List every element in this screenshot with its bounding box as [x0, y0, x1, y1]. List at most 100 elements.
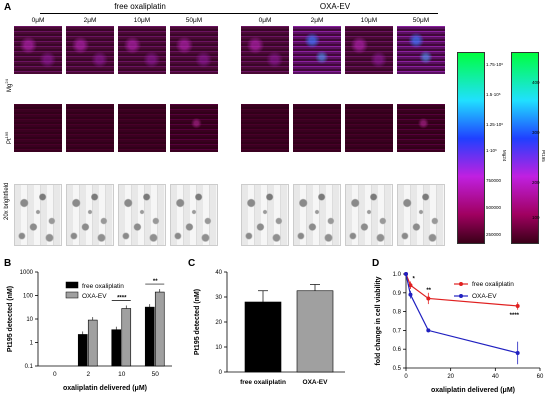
image-bf-free-10 [118, 184, 166, 246]
panel-a-letter: A [4, 2, 12, 13]
chart-b-legend-swatch [65, 291, 79, 299]
image-mg-ev-2 [293, 26, 341, 74]
chart-c: 0 10 20 30 40 free oxaliplatin OXA-EV Pt195 det… [194, 270, 345, 386]
chart-c-ytick-label: 10 [215, 345, 222, 351]
chart-b-sig-label: **** [117, 295, 127, 301]
chart-b-xtick-label: 2 [86, 371, 90, 378]
image-mg-ev-0 [241, 26, 289, 74]
image-pt-ev-2 [293, 104, 341, 152]
conc-label: 10μM [360, 17, 378, 24]
chart-d-ytick-label: 0.7 [393, 328, 402, 334]
chart-c-xtick-label: OXA-EV [303, 379, 329, 386]
chart-c-ytick-label: 0 [219, 370, 223, 376]
panel-c-letter: C [188, 258, 196, 269]
chart-d-point [426, 296, 431, 301]
chart-d-ytick-label: 0.5 [393, 366, 402, 372]
group-right-title: OXA-EV [319, 2, 351, 11]
group-left-title: free oxaliplatin [114, 2, 166, 11]
chart-d-point [408, 283, 413, 288]
image-pt-ev-10 [345, 104, 393, 152]
chart-b-bar [87, 319, 98, 367]
chart-b-sig-label: ** [153, 279, 158, 285]
colorbar-mg-tick: 250000 [486, 232, 502, 237]
chart-c-ytick-label: 20 [215, 320, 222, 326]
image-bf-ev-50 [397, 184, 445, 246]
image-mg-ev-50 [397, 26, 445, 74]
image-mg-free-10 [118, 26, 166, 74]
image-pt-ev-50 [397, 104, 445, 152]
chart-c-ylabel: Pt195 detected (nM) [194, 289, 201, 355]
chart-b-xlabel: oxaliplatin delivered (μM) [63, 385, 147, 392]
chart-c-xtick-label: free oxaliplatin [240, 379, 286, 386]
image-bf-free-2 [66, 184, 114, 246]
chart-d-point [426, 328, 431, 333]
chart-d-sig-label: ** [426, 288, 431, 294]
image-bf-free-50 [170, 184, 218, 246]
conc-label: 2μM [310, 17, 324, 24]
panel-d-letter: D [372, 258, 380, 269]
chart-d-xtick-label: 60 [537, 374, 544, 380]
image-pt-free-50 [170, 104, 218, 152]
chart-b-bar [111, 329, 122, 367]
group-left-rule [40, 13, 240, 14]
chart-d-point [408, 292, 413, 297]
colorbar-pt-tick: 300 [532, 130, 540, 135]
colorbar-mg-tick: 1·10⁶ [486, 148, 497, 153]
image-bf-ev-0 [241, 184, 289, 246]
image-mg-ev-10 [345, 26, 393, 74]
chart-b-ytick-label: 0.1 [25, 364, 34, 370]
colorbar-mg-tick: 1.5·10⁶ [486, 92, 501, 97]
chart-b-xtick-label: 0 [53, 371, 57, 378]
image-bf-free-0 [14, 184, 62, 246]
chart-b-ytick-label: 1 [30, 341, 34, 347]
colorbar-mg-tick: 750000 [486, 178, 502, 183]
conc-label: 2μM [83, 17, 97, 24]
chart-b-ytick-label: 1000 [20, 270, 34, 276]
image-bf-ev-10 [345, 184, 393, 246]
image-pt-free-10 [118, 104, 166, 152]
conc-label: 50μM [412, 17, 430, 24]
chart-d-ytick-label: 0.9 [393, 291, 402, 297]
image-pt-free-0 [14, 104, 62, 152]
chart-d: 0.50.60.70.80.91.00 20 40 60*******free oxa… [375, 272, 544, 394]
chart-c-bar [296, 290, 334, 373]
chart-d-xtick-label: 0 [404, 374, 408, 380]
colorbar-mg-tick: 1.25·10⁶ [486, 122, 504, 127]
chart-d-xtick-label: 40 [492, 374, 499, 380]
chart-d-ylabel: fold change in cell viability [375, 276, 382, 365]
chart-b-legend-label: OXA-EV [82, 293, 107, 300]
image-pt-ev-0 [241, 104, 289, 152]
chart-b-xtick-label: 50 [152, 371, 160, 378]
group-right-rule [238, 13, 438, 14]
image-bf-ev-2 [293, 184, 341, 246]
colorbar-pt-unit: Pt195 [541, 150, 546, 162]
chart-d-ytick-label: 1.0 [393, 272, 402, 278]
chart-d-point [515, 350, 520, 355]
colorbar-pt [511, 52, 539, 244]
chart-b-legend-label: free oxaliplatin [82, 283, 124, 290]
chart-b-ytick-label: 100 [23, 294, 34, 300]
chart-d-ytick-label: 0.8 [393, 310, 402, 316]
conc-label: 50μM [185, 17, 203, 24]
row-label-mg: Mg24 [4, 79, 13, 92]
chart-d-legend-label: free oxaliplatin [472, 281, 514, 288]
chart-d-xlabel: oxaliplatin delivered (μM) [431, 387, 515, 394]
chart-d-sig-label: **** [510, 313, 520, 319]
chart-d-sig-label: * [412, 277, 415, 283]
conc-label: 0μM [31, 17, 45, 24]
chart-b-ylabel: Pt195 detected (nM) [7, 286, 14, 352]
chart-d-point [404, 272, 408, 276]
conc-label: 10μM [133, 17, 151, 24]
row-label-pt: Pt195 [4, 131, 13, 144]
panel-b-letter: B [4, 258, 12, 269]
chart-d-legend-marker [459, 294, 463, 298]
image-mg-free-0 [14, 26, 62, 74]
chart-d-series-line [405, 273, 518, 307]
colorbar-pt-tick: 400 [532, 80, 540, 85]
chart-b-bar [77, 334, 88, 367]
colorbar-mg [457, 52, 485, 244]
image-mg-free-2 [66, 26, 114, 74]
chart-d-ytick-label: 0.6 [393, 347, 402, 353]
colorbar-pt-tick: 100 [532, 215, 540, 220]
